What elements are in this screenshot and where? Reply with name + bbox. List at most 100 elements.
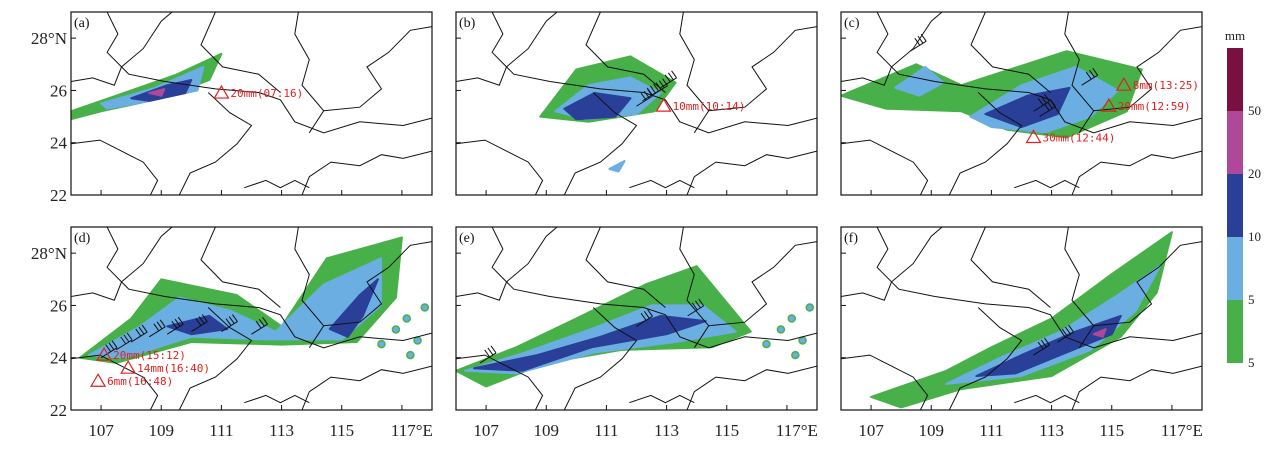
wind-barb-feather [1085, 71, 1092, 80]
colorbar-segment [1227, 174, 1243, 237]
colorbar-segment [1227, 237, 1243, 300]
province-border [585, 227, 666, 308]
station-triangle-marker [120, 359, 137, 374]
x-tick-label: 117°E [391, 421, 433, 440]
wind-barb [1039, 99, 1056, 117]
rainfall-cell [406, 350, 415, 360]
wind-barb-feather [1037, 98, 1044, 106]
wind-barb-staff [1081, 74, 1098, 86]
province-border [1071, 365, 1202, 410]
wind-barb-feather [917, 35, 924, 44]
y-tick-label: 22 [50, 186, 67, 205]
province-border [1071, 150, 1202, 195]
panel-letter: (a) [74, 16, 90, 31]
wind-barb [191, 314, 208, 332]
station-triangle-marker [1115, 77, 1132, 91]
wind-barb-feather [105, 344, 112, 353]
x-tick-label: 107 [858, 421, 884, 440]
wind-barb-feather [171, 320, 178, 329]
wind-barb-feather [1043, 103, 1050, 111]
wind-barb-staff [1033, 100, 1050, 112]
wind-barb-staff [1039, 106, 1056, 117]
panel-frame [70, 11, 433, 196]
wind-barb [1033, 337, 1050, 356]
rainfall-cell [776, 325, 786, 334]
x-tick-label: 115 [1099, 421, 1124, 440]
wind-barb-staff [1033, 344, 1050, 356]
province-border [563, 92, 638, 195]
x-tick-label: 113 [269, 421, 294, 440]
x-tick-label: 109 [919, 421, 945, 440]
y-tick-label: 22 [50, 401, 67, 420]
province-border [679, 227, 710, 349]
wind-barb-staff [909, 40, 927, 52]
wind-barb-feather [174, 318, 181, 327]
map-panel-f [840, 226, 1203, 411]
wind-barb-feather [228, 316, 235, 324]
province-border [200, 12, 281, 93]
station-annotation: 14mm(16:40) [137, 362, 210, 375]
wind-barb-feather [695, 300, 701, 309]
wind-barb-feather [664, 74, 671, 83]
x-tick-label: 111 [979, 421, 1003, 440]
province-border [456, 12, 558, 86]
wind-barb-feather [1044, 94, 1050, 102]
wind-barb-feather [487, 347, 494, 356]
wind-barb-feather [1037, 341, 1044, 350]
province-border [456, 227, 558, 301]
wind-barb-feather [159, 319, 166, 328]
wind-barb-feather [138, 326, 145, 335]
map-panel-a [70, 11, 433, 196]
rainfall-area-darkblue [563, 92, 632, 121]
colorbar-tick-label: 10 [1248, 229, 1261, 244]
province-border [841, 12, 943, 86]
province-border [491, 12, 817, 134]
rainfall-area-lightblue [608, 160, 626, 173]
panel-frame [70, 226, 433, 411]
wind-barb-feather [123, 334, 130, 343]
wind-barb-feather [1068, 324, 1075, 333]
province-border [301, 365, 432, 410]
wind-barb-staff [130, 331, 148, 343]
panel-letter: (e) [459, 231, 475, 246]
province-border [841, 354, 929, 410]
wind-barb-feather [1044, 337, 1050, 346]
wind-barb [251, 316, 268, 335]
province-border [1093, 241, 1202, 327]
wind-barb-feather [1050, 99, 1056, 107]
province-border [106, 12, 432, 134]
y-tick-label: 24 [50, 349, 68, 368]
rainfall-area-lightblue [88, 257, 382, 359]
rainfall-cell [420, 303, 430, 312]
province-border [585, 12, 666, 93]
panel-content [841, 12, 1202, 195]
wind-barb-feather [111, 340, 118, 349]
panel-letter: (b) [459, 16, 476, 31]
wind-barb-feather [262, 316, 268, 325]
province-border [71, 139, 159, 195]
colorbar-tick-label: 5 [1248, 292, 1255, 307]
wind-barb [115, 332, 133, 351]
wind-barb-feather [232, 314, 238, 322]
wind-barb-feather [662, 78, 668, 86]
province-border [970, 12, 1051, 93]
panel-frame [455, 226, 818, 411]
wind-barb-staff [636, 95, 653, 107]
province-border [178, 307, 253, 410]
wind-barb-feather [258, 318, 265, 327]
wind-barb-feather [698, 298, 705, 307]
wind-barb-feather [484, 349, 491, 358]
x-tick-label: 111 [209, 421, 233, 440]
rainfall-area-lightblue [100, 65, 205, 110]
station-annotation: 20mm(15:12) [113, 349, 186, 362]
province-border [200, 227, 281, 308]
wind-barb-feather [1046, 101, 1053, 109]
panel-content [71, 227, 432, 410]
colorbar-unit: mm [1225, 28, 1245, 43]
colorbar-segment [1227, 111, 1243, 174]
province-border [301, 150, 432, 195]
wind-barb-staff [148, 326, 166, 338]
wind-barb-feather [225, 318, 232, 326]
province-border [71, 227, 173, 301]
